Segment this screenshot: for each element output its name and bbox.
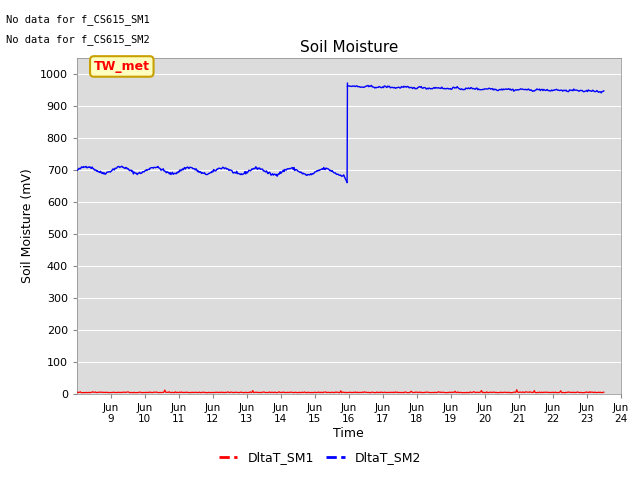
X-axis label: Time: Time xyxy=(333,427,364,440)
Text: No data for f_CS615_SM2: No data for f_CS615_SM2 xyxy=(6,34,150,45)
Text: TW_met: TW_met xyxy=(94,60,150,73)
Text: No data for f_CS615_SM1: No data for f_CS615_SM1 xyxy=(6,14,150,25)
Y-axis label: Soil Moisture (mV): Soil Moisture (mV) xyxy=(21,168,34,283)
Title: Soil Moisture: Soil Moisture xyxy=(300,40,398,55)
Legend: DltaT_SM1, DltaT_SM2: DltaT_SM1, DltaT_SM2 xyxy=(214,446,426,469)
